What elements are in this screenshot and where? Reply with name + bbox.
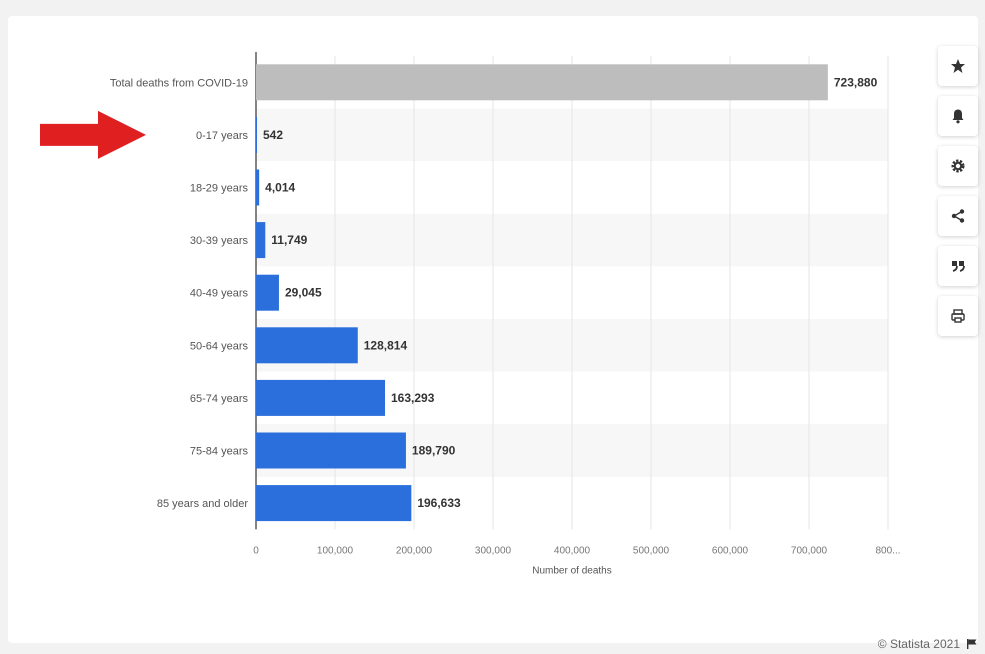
value-label: 4,014: [265, 181, 295, 195]
x-tick-label: 200,000: [396, 545, 433, 556]
x-tick-label: 400,000: [554, 545, 591, 556]
category-label: 0-17 years: [196, 130, 248, 142]
category-label: 18-29 years: [190, 183, 249, 195]
cite-button[interactable]: [938, 246, 978, 286]
value-label: 196,633: [417, 496, 461, 510]
x-tick-label: 800...: [875, 545, 900, 556]
annotation-arrow: [40, 110, 146, 159]
category-label: 65-74 years: [190, 393, 249, 405]
bar: [256, 485, 412, 522]
bar: [256, 432, 406, 469]
settings-button[interactable]: [938, 146, 978, 186]
share-button[interactable]: [938, 196, 978, 236]
category-label: 50-64 years: [190, 340, 249, 352]
quote-icon: [952, 261, 965, 272]
print-icon: [951, 309, 965, 323]
print-button[interactable]: [938, 296, 978, 336]
value-label: 11,749: [271, 233, 307, 247]
value-label: 723,880: [834, 75, 878, 89]
source-credit[interactable]: © Statista 2021: [808, 634, 978, 654]
category-label: 85 years and older: [157, 498, 248, 510]
bar: [256, 274, 279, 311]
chart-toolbar: [938, 46, 978, 346]
favorite-button[interactable]: [938, 46, 978, 86]
value-label: 163,293: [391, 391, 435, 405]
bar: [256, 327, 358, 364]
x-axis-title: Number of deaths: [532, 565, 612, 576]
chart-card: Total deaths from COVID-19 723,880 0-17 ye…: [8, 16, 978, 651]
x-tick-label: 600,000: [712, 545, 749, 556]
category-label: 75-84 years: [190, 446, 249, 458]
bar: [256, 64, 828, 101]
x-tick-label: 300,000: [475, 545, 512, 556]
x-tick-label: 700,000: [791, 545, 828, 556]
gear-icon: [951, 159, 965, 173]
bar: [256, 222, 266, 259]
bar-chart: Total deaths from COVID-19 723,880 0-17 ye…: [40, 52, 901, 576]
value-label: 128,814: [364, 338, 408, 352]
bell-icon: [952, 109, 964, 124]
x-tick-label: 100,000: [317, 545, 354, 556]
bar: [256, 116, 257, 153]
credit-text: © Statista 2021: [877, 637, 960, 651]
flag-icon: [967, 639, 977, 649]
category-label: 30-39 years: [190, 235, 249, 247]
category-label: 40-49 years: [190, 288, 249, 300]
value-label: 189,790: [412, 444, 456, 458]
x-tick-label: 0: [253, 545, 259, 556]
value-label: 29,045: [285, 286, 322, 300]
category-label: Total deaths from COVID-19: [110, 77, 248, 89]
notification-button[interactable]: [938, 96, 978, 136]
star-icon: [951, 59, 965, 73]
x-tick-label: 500,000: [633, 545, 670, 556]
share-icon: [951, 209, 965, 223]
value-label: 542: [263, 128, 283, 142]
bar: [256, 169, 260, 206]
bar: [256, 379, 386, 416]
